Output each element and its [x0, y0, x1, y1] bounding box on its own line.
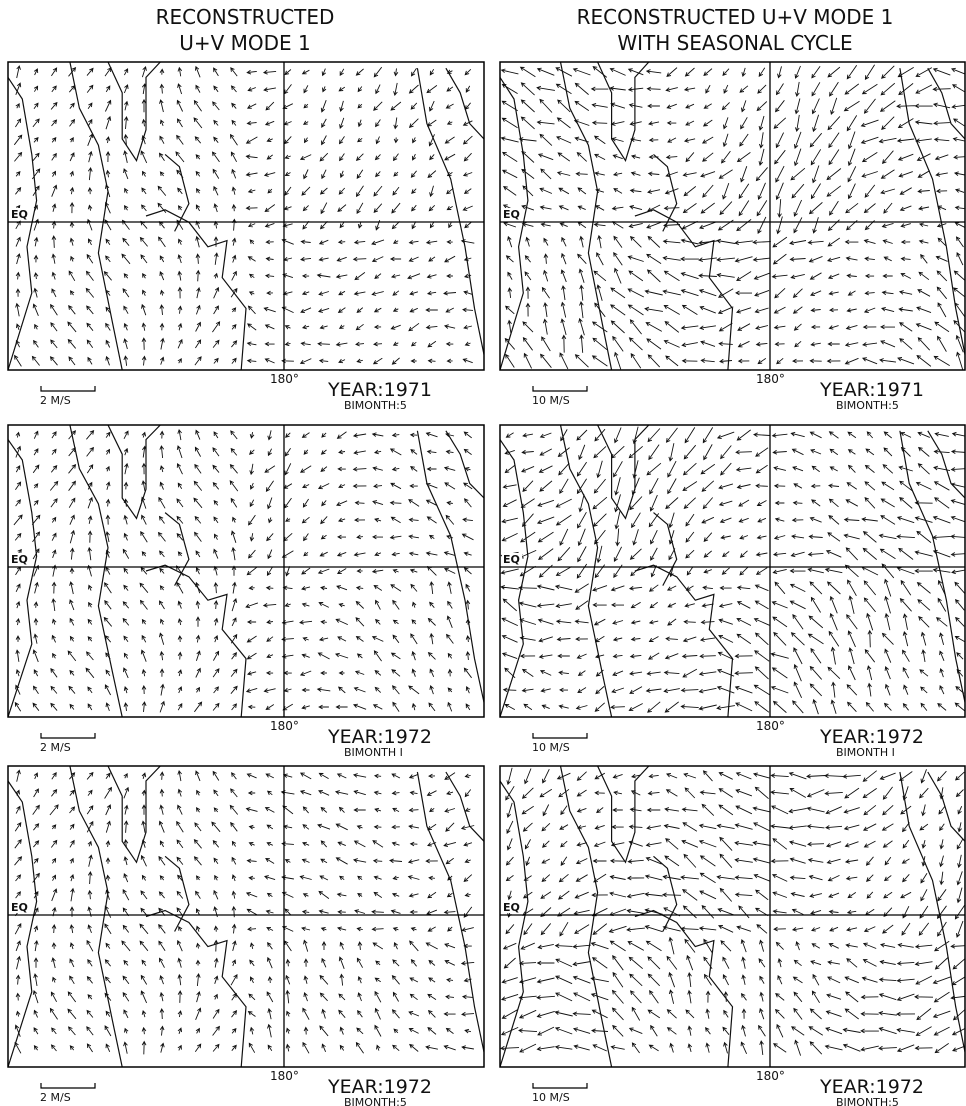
- coastline: [8, 766, 484, 1067]
- scale-bar: [533, 386, 587, 391]
- scale-bar: [41, 1083, 95, 1088]
- coastline: [500, 62, 965, 370]
- longitude-label: 180°: [270, 719, 299, 733]
- longitude-label: 180°: [756, 719, 785, 733]
- map-panel: [8, 766, 484, 1067]
- coastline: [500, 425, 965, 717]
- bimonth-label: BIMONTH:5: [836, 399, 899, 412]
- bimonth-label: BIMONTH:5: [344, 1096, 407, 1106]
- scale-bar: [41, 386, 95, 391]
- year-label: YEAR:1971: [819, 379, 924, 401]
- longitude-label: 180°: [270, 1069, 299, 1083]
- map-panel: [500, 766, 966, 1067]
- scale-bar: [533, 1083, 587, 1088]
- coastline: [8, 425, 484, 717]
- scale-label: 10 M/S: [532, 1091, 570, 1104]
- eq-label: EQ: [11, 553, 28, 566]
- scale-label: 10 M/S: [532, 741, 570, 754]
- eq-label: EQ: [11, 208, 28, 221]
- year-label: YEAR:1972: [819, 726, 924, 748]
- year-label: YEAR:1972: [327, 1076, 432, 1098]
- map-panel: [8, 62, 484, 370]
- longitude-label: 180°: [756, 372, 785, 386]
- scale-bar: [41, 733, 95, 738]
- column-title: WITH SEASONAL CYCLE: [617, 31, 852, 55]
- bimonth-label: BIMONTH I: [836, 746, 895, 759]
- bimonth-label: BIMONTH:5: [836, 1096, 899, 1106]
- map-panel: [500, 62, 966, 370]
- bimonth-label: BIMONTH:5: [344, 399, 407, 412]
- year-label: YEAR:1971: [327, 379, 432, 401]
- column-title: RECONSTRUCTED: [156, 5, 335, 29]
- coastline: [500, 766, 965, 1067]
- scale-bar: [533, 733, 587, 738]
- wind-vectors: [15, 770, 475, 1054]
- year-label: YEAR:1972: [327, 726, 432, 748]
- wind-vectors: [501, 768, 966, 1056]
- scale-label: 10 M/S: [532, 394, 570, 407]
- wind-vectors: [14, 430, 474, 713]
- longitude-label: 180°: [756, 1069, 785, 1083]
- figure: RECONSTRUCTED U+V MODE 1 RECONSTRUCTED U…: [0, 0, 966, 1106]
- eq-label: EQ: [503, 208, 520, 221]
- eq-label: EQ: [503, 901, 520, 914]
- eq-label: EQ: [11, 901, 28, 914]
- scale-label: 2 M/S: [40, 1091, 71, 1104]
- year-label: YEAR:1972: [819, 1076, 924, 1098]
- longitude-label: 180°: [270, 372, 299, 386]
- map-panel: [8, 425, 484, 717]
- column-title: RECONSTRUCTED U+V MODE 1: [577, 5, 894, 29]
- map-panel: [500, 425, 966, 717]
- wind-vectors: [14, 66, 474, 366]
- bimonth-label: BIMONTH I: [344, 746, 403, 759]
- scale-label: 2 M/S: [40, 741, 71, 754]
- eq-label: EQ: [503, 553, 520, 566]
- column-title: U+V MODE 1: [179, 31, 311, 55]
- scale-label: 2 M/S: [40, 394, 71, 407]
